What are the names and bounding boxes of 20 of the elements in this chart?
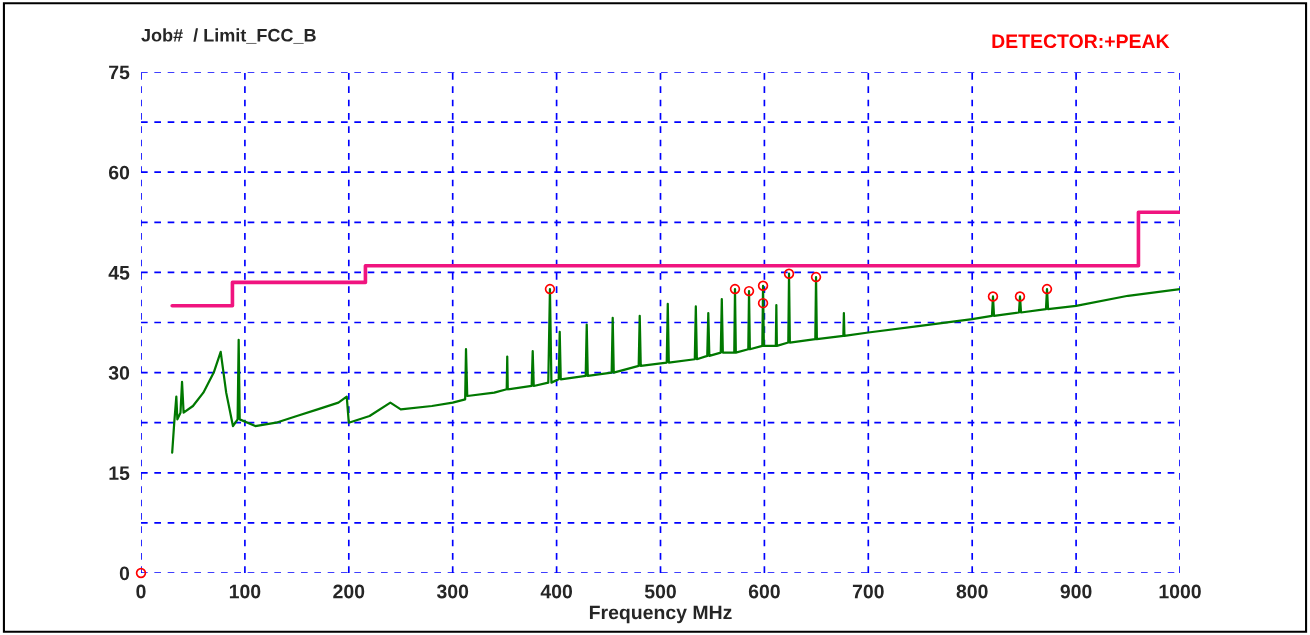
x-tick-label: 700 xyxy=(852,584,884,599)
y-tick-label: 0 xyxy=(119,566,130,581)
x-axis-title: Frequency MHz xyxy=(589,605,732,624)
y-tick-label: 60 xyxy=(108,165,130,180)
x-tick-label: 900 xyxy=(1060,584,1092,599)
x-tick-label: 600 xyxy=(748,584,780,599)
x-tick-label: 800 xyxy=(956,584,988,599)
x-tick-label: 0 xyxy=(136,584,146,599)
x-tick-label: 1000 xyxy=(1159,584,1201,599)
x-tick-label: 500 xyxy=(644,584,676,599)
y-tick-label: 75 xyxy=(109,65,130,80)
y-tick-label: 15 xyxy=(109,466,130,481)
text: DETECTOR:+PEAK xyxy=(992,34,1170,49)
chart-title: Job# / Limit_FCC_B xyxy=(141,28,316,44)
y-tick-label: 45 xyxy=(108,266,130,280)
x-tick-label: 400 xyxy=(540,584,573,599)
x-tick-label: 200 xyxy=(333,584,365,599)
x-tick-label: 300 xyxy=(436,584,469,599)
x-tick-label: 100 xyxy=(229,584,261,599)
y-tick-label: 30 xyxy=(108,366,130,380)
